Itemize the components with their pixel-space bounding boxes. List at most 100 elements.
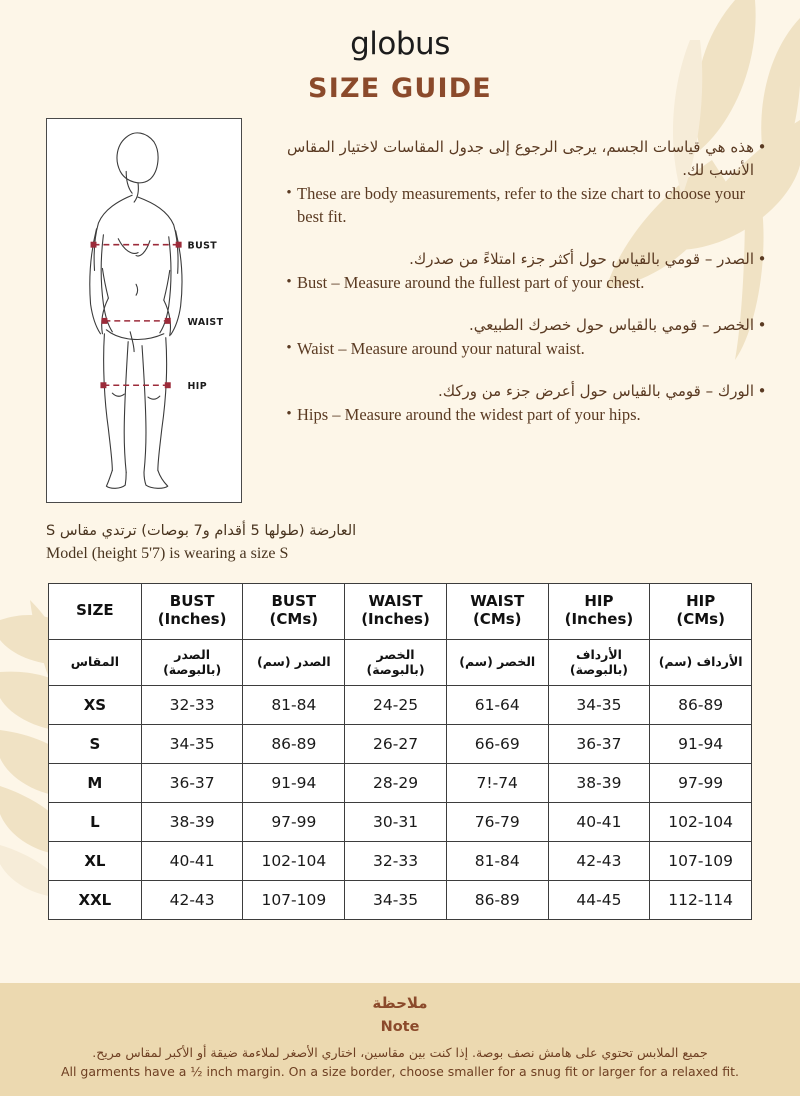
cell-size: XXL: [48, 880, 142, 921]
cell-size: XL: [48, 841, 142, 882]
cell-hip-cm: 97-99: [649, 763, 752, 804]
hip-point-left: [100, 382, 107, 389]
table-row: XXL 42-43 107-109 34-35 86-89 44-45 112-114: [48, 880, 752, 921]
size-chart-container: SIZE BUST (Inches) BUST (CMs) WAIST (Inches…: [48, 583, 752, 921]
header-waist-cm-ar: الخصر (سم): [445, 638, 549, 687]
cell-bust-cm: 81-84: [242, 685, 346, 726]
cell-hip-cm: 112-114: [649, 880, 752, 921]
instruction-group: • الخصر – قومي بالقياس حول خصرك الطبيعي.…: [281, 314, 770, 361]
cell-bust-cm: 107-109: [242, 880, 346, 921]
instruction-group: • الصدر – قومي بالقياس حول أكثر جزء امتل…: [281, 248, 770, 295]
model-caption: العارضة (طولها 5 أقدام و7 بوصات) ترتدي م…: [46, 521, 800, 565]
measurement-instructions: • هذه هي قياسات الجسم، يرجى الرجوع إلى ج…: [242, 118, 800, 428]
note-heading-english: Note: [380, 1018, 420, 1035]
table-row: XS 32-33 81-84 24-25 61-64 34-35 86-89: [48, 685, 752, 726]
instruction-text: Hips – Measure around the widest part of…: [297, 405, 641, 425]
cell-waist-in: 26-27: [344, 724, 447, 765]
bullet-dot-icon: •: [757, 315, 767, 334]
brand-logo: globus: [350, 26, 450, 62]
body-measurement-illustration: BUST WAIST HIP: [46, 118, 242, 503]
table-header-row-english: SIZE BUST (Inches) BUST (CMs) WAIST (Inches…: [48, 583, 752, 640]
instruction-text: الصدر – قومي بالقياس حول أكثر جزء امتلاء…: [409, 249, 754, 268]
table-row: L 38-39 97-99 30-31 76-79 40-41 102-104: [48, 802, 752, 843]
instruction-text: These are body measurements, refer to th…: [297, 184, 746, 227]
instruction-group: • الورك – قومي بالقياس حول أعرض جزء من و…: [281, 380, 770, 427]
cell-bust-in: 36-37: [140, 763, 244, 804]
instruction-arabic: • هذه هي قياسات الجسم، يرجى الرجوع إلى ج…: [281, 136, 770, 181]
page-title: SIZE GUIDE: [308, 73, 492, 104]
page-header: globus SIZE GUIDE: [0, 0, 800, 104]
bullet-dot-icon: •: [286, 185, 292, 201]
cell-waist-in: 28-29: [344, 763, 447, 804]
note-body-arabic: جميع الملابس تحتوي على هامش نصف بوصة. إذ…: [92, 1045, 708, 1061]
cell-hip-in: 42-43: [547, 841, 651, 882]
bullet-dot-icon: •: [286, 406, 292, 423]
instruction-english: • Waist – Measure around your natural wa…: [281, 337, 770, 360]
bust-point-right: [175, 241, 182, 248]
cell-waist-cm: 66-69: [445, 724, 549, 765]
table-row: M 36-37 91-94 28-29 7!-74 38-39 97-99: [48, 763, 752, 804]
bust-label: BUST: [188, 241, 218, 252]
cell-bust-in: 40-41: [140, 841, 244, 882]
cell-hip-cm: 91-94: [649, 724, 752, 765]
bullet-dot-icon: •: [757, 249, 767, 268]
cell-size: XS: [48, 685, 142, 726]
header-waist-in: WAIST (Inches): [344, 583, 447, 640]
hip-point-right: [164, 382, 171, 389]
cell-waist-in: 34-35: [344, 880, 447, 921]
cell-hip-in: 44-45: [547, 880, 651, 921]
cell-size: M: [48, 763, 142, 804]
instruction-english: • Hips – Measure around the widest part …: [281, 403, 770, 426]
cell-hip-in: 36-37: [547, 724, 651, 765]
cell-bust-in: 32-33: [140, 685, 244, 726]
cell-bust-in: 42-43: [140, 880, 244, 921]
header-waist-in-ar: الخصر (بالبوصة): [344, 638, 447, 687]
instruction-arabic: • الورك – قومي بالقياس حول أعرض جزء من و…: [281, 380, 770, 403]
cell-waist-in: 32-33: [344, 841, 447, 882]
cell-hip-in: 38-39: [547, 763, 651, 804]
waist-label: WAIST: [188, 317, 224, 328]
instruction-arabic: • الخصر – قومي بالقياس حول خصرك الطبيعي.: [281, 314, 770, 337]
header-hip-cm: HIP (CMs): [649, 583, 752, 640]
cell-bust-in: 34-35: [140, 724, 244, 765]
bullet-dot-icon: •: [757, 381, 767, 400]
cell-waist-cm: 86-89: [445, 880, 549, 921]
cell-hip-in: 34-35: [547, 685, 651, 726]
cell-hip-cm: 86-89: [649, 685, 752, 726]
header-bust-in-ar: الصدر (بالبوصة): [140, 638, 244, 687]
note-heading-arabic: ملاحظة: [372, 994, 428, 1012]
cell-size: S: [48, 724, 142, 765]
instruction-english: • Bust – Measure around the fullest part…: [281, 271, 770, 294]
size-chart-table: SIZE BUST (Inches) BUST (CMs) WAIST (Inches…: [48, 583, 752, 921]
header-bust-cm-ar: الصدر (سم): [242, 638, 346, 687]
cell-waist-cm: 61-64: [445, 685, 549, 726]
instruction-text: Bust – Measure around the fullest part o…: [297, 273, 645, 293]
cell-bust-cm: 102-104: [242, 841, 346, 882]
bullet-dot-icon: •: [286, 340, 292, 357]
header-waist-cm: WAIST (CMs): [445, 583, 549, 640]
cell-waist-in: 30-31: [344, 802, 447, 843]
cell-waist-cm: 76-79: [445, 802, 549, 843]
header-hip-in: HIP (Inches): [547, 583, 651, 640]
header-bust-in: BUST (Inches): [140, 583, 244, 640]
instruction-text: هذه هي قياسات الجسم، يرجى الرجوع إلى جدو…: [286, 138, 754, 179]
intro-section: BUST WAIST HIP • هذه هي قياسات الجسم، ير…: [0, 104, 800, 503]
instruction-text: Waist – Measure around your natural wais…: [297, 339, 585, 359]
header-hip-in-ar: الأرداف (بالبوصة): [547, 638, 651, 687]
cell-hip-cm: 102-104: [649, 802, 752, 843]
note-body-english: All garments have a ½ inch margin. On a …: [60, 1064, 740, 1080]
cell-hip-in: 40-41: [547, 802, 651, 843]
instruction-arabic: • الصدر – قومي بالقياس حول أكثر جزء امتل…: [281, 248, 770, 271]
instruction-text: الورك – قومي بالقياس حول أعرض جزء من ورك…: [437, 381, 754, 400]
cell-bust-in: 38-39: [140, 802, 244, 843]
cell-waist-in: 24-25: [344, 685, 447, 726]
header-size-ar: المقاس: [48, 638, 142, 687]
cell-waist-cm: 81-84: [445, 841, 549, 882]
waist-point-left: [101, 317, 108, 324]
cell-size: L: [48, 802, 142, 843]
model-caption-arabic: العارضة (طولها 5 أقدام و7 بوصات) ترتدي م…: [46, 523, 357, 539]
instruction-text: الخصر – قومي بالقياس حول خصرك الطبيعي.: [468, 315, 754, 334]
waist-point-right: [164, 317, 171, 324]
header-size: SIZE: [48, 583, 142, 640]
cell-bust-cm: 91-94: [242, 763, 346, 804]
